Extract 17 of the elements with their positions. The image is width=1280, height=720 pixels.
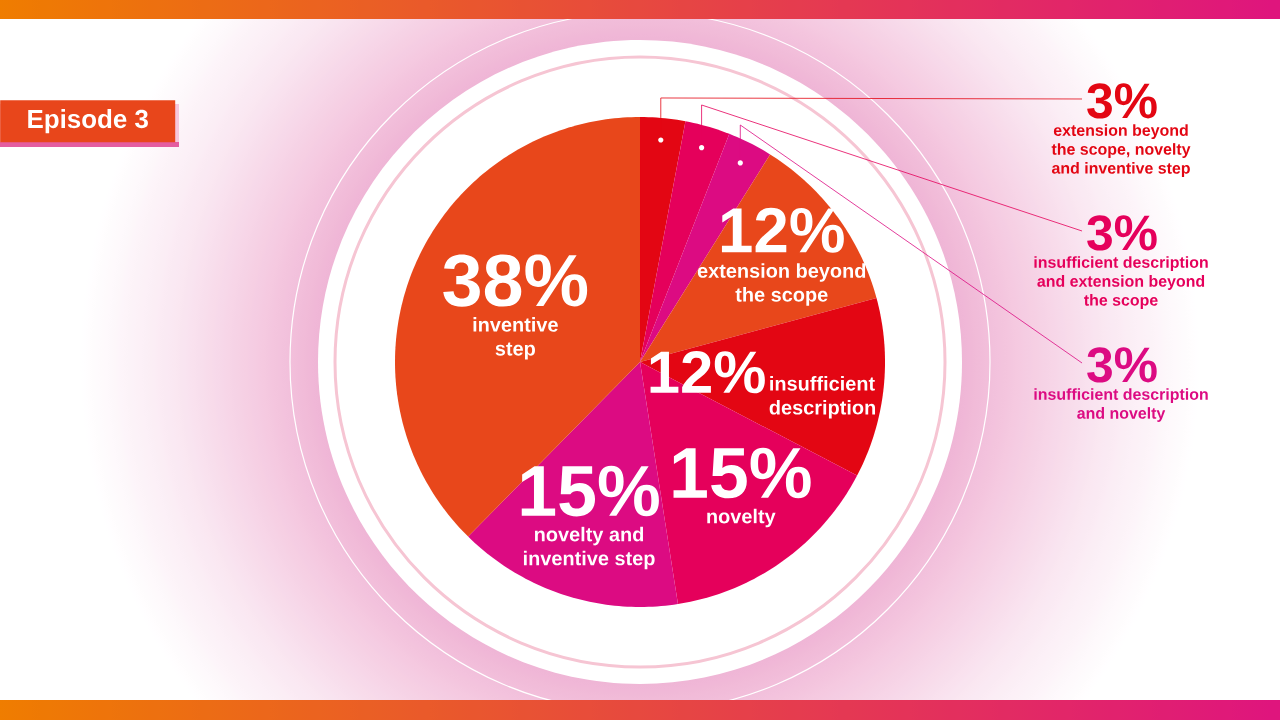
data-label: 3%: [1087, 215, 1157, 251]
data-label: 12%: [721, 207, 844, 253]
data-label: 12%: [650, 351, 765, 394]
slice-label: insufficient description and extension beyond the scope: [1034, 256, 1208, 309]
data-label: 3%: [1087, 83, 1157, 119]
slice-label: novelty and inventive step: [523, 526, 655, 570]
slice-label: insufficient description and novelty: [1034, 388, 1208, 422]
slice-label: extension beyond the scope: [697, 263, 866, 306]
data-label: 15%: [521, 465, 659, 517]
data-label: 38%: [443, 254, 588, 307]
slice-label: novelty: [707, 508, 776, 528]
slice-label: inventive step: [473, 317, 558, 360]
data-label: 3%: [1087, 347, 1157, 383]
slice-label: extension beyond the scope, novelty and inventive step: [1051, 124, 1191, 177]
slice-label: insufficient description: [769, 376, 876, 419]
text: Episode 3: [28, 109, 148, 134]
data-label: 15%: [673, 447, 811, 499]
